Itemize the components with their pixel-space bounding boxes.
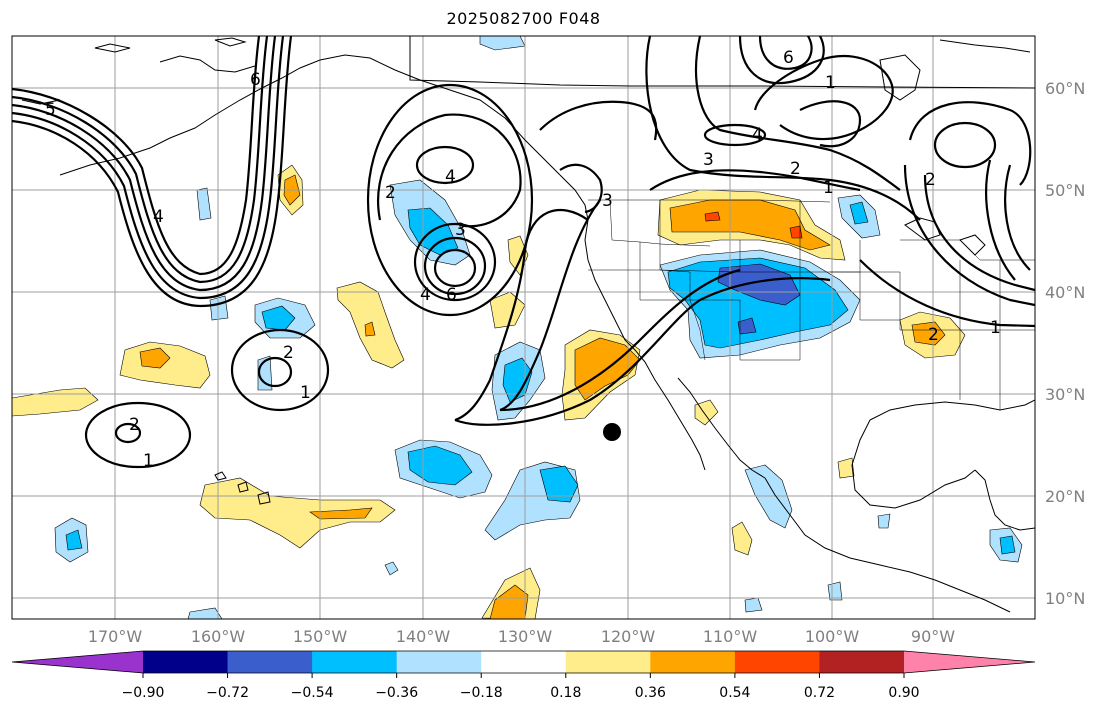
shading-layer — [12, 36, 1023, 619]
longitude-labels: 170°W 160°W 150°W 140°W 130°W 120°W 110°… — [88, 627, 955, 646]
contour-label-group: 3 2 1 6 4 2 1 3 5 6 2 1 2 1 2 1 4 6 4 4 … — [45, 48, 1001, 471]
lat-label: 60°N — [1045, 79, 1085, 98]
colorbar-segment — [819, 651, 905, 673]
colorbar — [11, 650, 1036, 674]
coastlines — [19, 36, 1035, 613]
lon-label: 160°W — [191, 627, 246, 646]
contour-label: 2 — [385, 183, 396, 203]
colorbar-segment — [312, 651, 398, 673]
colorbar-tick-label: 0.36 — [635, 685, 666, 701]
map-background — [12, 36, 1035, 619]
lat-label: 40°N — [1045, 283, 1085, 302]
contour-lines — [12, 36, 1035, 469]
contour-label: 6 — [446, 285, 457, 305]
colorbar-segment — [565, 651, 651, 673]
contour-label: 3 — [455, 220, 466, 240]
lat-label: 30°N — [1045, 385, 1085, 404]
lon-label: 170°W — [88, 627, 143, 646]
contour-label: 2 — [928, 325, 939, 345]
contour-label: 5 — [45, 100, 56, 120]
colorbar-segment — [143, 651, 229, 673]
contour-label: 6 — [250, 70, 261, 90]
colorbar-segment — [904, 651, 1035, 673]
contour-label: 2 — [925, 170, 936, 190]
contour-label: 1 — [823, 178, 834, 198]
latitude-labels: 60°N 50°N 40°N 30°N 20°N 10°N — [1045, 79, 1085, 608]
contour-label: 4 — [445, 167, 456, 187]
map-title: 2025082700 F048 — [446, 9, 601, 28]
colorbar-tick-label: −0.54 — [291, 685, 334, 701]
contour-label: 2 — [283, 343, 294, 363]
colorbar-tick-label: −0.90 — [122, 685, 165, 701]
contour-label: 4 — [153, 207, 164, 227]
colorbar-ticks: −0.90 −0.72 −0.54 −0.36 −0.18 0.18 0.36 0.54 0.7… — [122, 673, 920, 701]
state-borders — [588, 199, 1035, 410]
colorbar-segment — [650, 651, 736, 673]
lat-label: 10°N — [1045, 589, 1085, 608]
lon-label: 120°W — [601, 627, 656, 646]
colorbar-segment — [481, 651, 567, 673]
contour-label: 2 — [790, 159, 801, 179]
colorbar-segment — [12, 651, 143, 673]
colorbar-segment — [734, 651, 820, 673]
contour-label: 6 — [783, 48, 794, 68]
lat-label: 20°N — [1045, 487, 1085, 506]
colorbar-tick-label: −0.18 — [460, 685, 503, 701]
contour-label: 2 — [129, 415, 140, 435]
contour-label: 3 — [703, 150, 714, 170]
lon-label: 90°W — [911, 627, 955, 646]
colorbar-tick-label: −0.72 — [206, 685, 249, 701]
colorbar-segment — [396, 651, 482, 673]
contour-label: 4 — [752, 125, 763, 145]
colorbar-tick-label: 0.18 — [550, 685, 581, 701]
graticule — [12, 36, 1035, 619]
contour-label: 1 — [825, 73, 836, 93]
colorbar-tick-label: 0.54 — [719, 685, 750, 701]
colorbar-segment — [227, 651, 313, 673]
contour-label: 3 — [602, 191, 613, 211]
colorbar-tick-label: 0.90 — [888, 685, 919, 701]
colorbar-tick-label: 0.72 — [804, 685, 835, 701]
lon-label: 130°W — [498, 627, 553, 646]
lon-label: 140°W — [396, 627, 451, 646]
map-frame — [11, 35, 1036, 620]
contour-label: 1 — [300, 383, 311, 403]
contour-label: 1 — [990, 318, 1001, 338]
lon-label: 110°W — [703, 627, 758, 646]
location-marker — [603, 423, 621, 441]
contour-label: 1 — [143, 451, 154, 471]
colorbar-tick-label: −0.36 — [375, 685, 418, 701]
lon-label: 150°W — [293, 627, 348, 646]
lon-label: 100°W — [805, 627, 860, 646]
lat-label: 50°N — [1045, 181, 1085, 200]
contour-label: 4 — [420, 285, 431, 305]
